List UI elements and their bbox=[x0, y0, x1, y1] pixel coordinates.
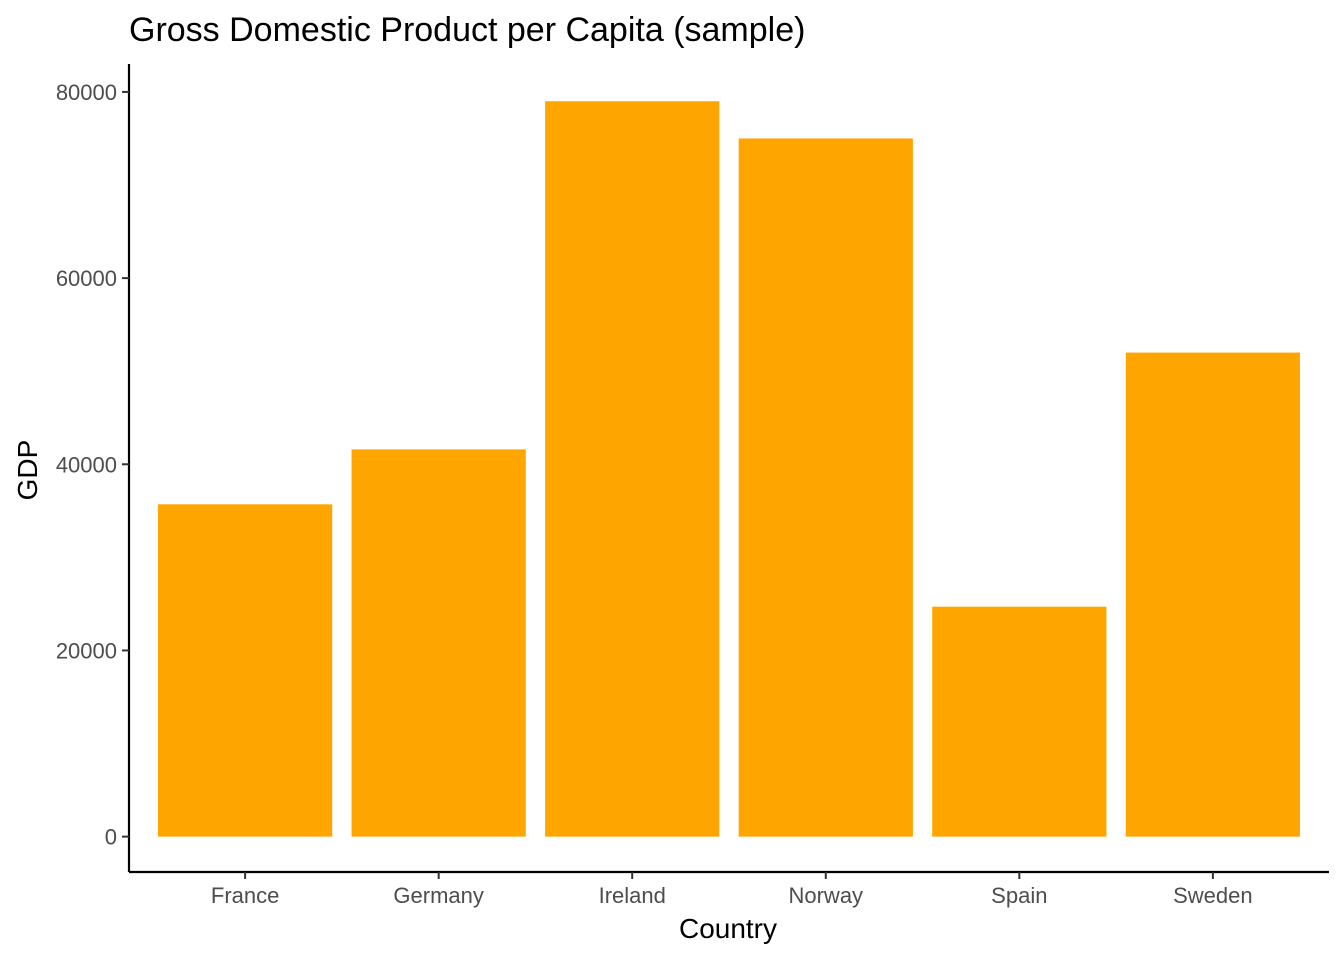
x-axis: France Germany Ireland Norway Spain Sweden bbox=[129, 870, 1329, 908]
x-tick-label: Norway bbox=[788, 883, 863, 908]
x-tick-label: Ireland bbox=[599, 883, 666, 908]
bar-ireland bbox=[545, 101, 720, 837]
chart-title: Gross Domestic Product per Capita (sampl… bbox=[129, 11, 805, 49]
y-tick-label: 60000 bbox=[56, 266, 117, 291]
x-tick-label: France bbox=[211, 883, 279, 908]
y-tick-label: 80000 bbox=[56, 80, 117, 105]
y-tick-label: 40000 bbox=[56, 452, 117, 477]
x-tick-label: Germany bbox=[393, 883, 483, 908]
bar-germany bbox=[351, 449, 526, 837]
bar-spain bbox=[932, 606, 1107, 837]
y-axis: 0 20000 40000 60000 80000 bbox=[56, 64, 131, 872]
y-tick-label: 0 bbox=[105, 825, 117, 850]
bars-layer bbox=[158, 101, 1300, 837]
x-axis-title: Country bbox=[679, 913, 777, 944]
bar-norway bbox=[738, 138, 913, 837]
x-tick-label: Spain bbox=[991, 883, 1047, 908]
x-tick-label: Sweden bbox=[1173, 883, 1253, 908]
bar-sweden bbox=[1125, 352, 1300, 837]
y-axis-title: GDP bbox=[12, 440, 43, 501]
y-tick-label: 20000 bbox=[56, 638, 117, 663]
bar-france bbox=[158, 504, 333, 837]
